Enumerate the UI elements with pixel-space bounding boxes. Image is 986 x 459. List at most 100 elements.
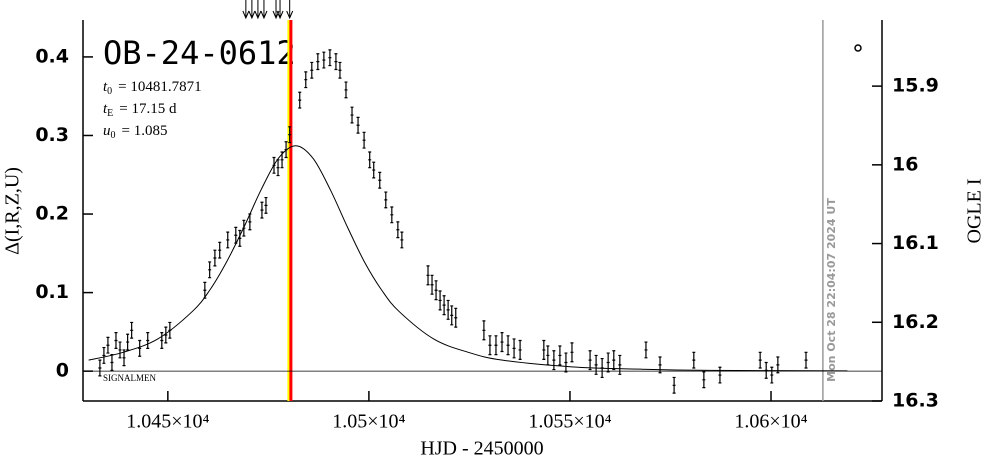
chart-title: OB-24-0612 [103, 34, 296, 72]
observation-arrow [260, 0, 268, 20]
parameter-subscript: 0 [107, 86, 112, 97]
error-bar [146, 332, 150, 349]
error-bar [310, 61, 314, 79]
error-bar [718, 366, 722, 384]
observation-arrow [286, 0, 294, 20]
error-bar [338, 61, 342, 79]
error-bar [450, 305, 454, 326]
error-bar [454, 307, 458, 328]
observation-arrow [242, 0, 250, 20]
error-bar [164, 326, 168, 344]
error-bar [658, 356, 662, 374]
error-bar [213, 249, 217, 267]
source-label: SIGNALMEN [103, 373, 156, 383]
error-bar [208, 261, 212, 279]
observation-arrow [276, 0, 284, 20]
x-tick-label: 1.055×10⁴ [528, 411, 611, 433]
error-bar [203, 281, 207, 299]
error-bar [280, 151, 284, 169]
error-bar [106, 336, 110, 354]
error-bar [396, 221, 400, 239]
error-bar [552, 350, 556, 371]
error-bar [344, 81, 348, 99]
y-tick-label: 0.2 [35, 203, 69, 225]
error-bar [488, 335, 492, 356]
y-tick-label: 0.1 [35, 281, 69, 303]
parameter-text: = 17.15 d [119, 101, 177, 117]
error-bar [122, 349, 126, 367]
error-bar [160, 332, 164, 349]
error-bar [672, 376, 676, 394]
error-bar [594, 354, 598, 375]
error-bar [570, 342, 574, 363]
error-bar [542, 339, 546, 360]
y2-tick-label: 16.2 [892, 311, 939, 333]
error-bar [612, 350, 616, 371]
model-curve [88, 145, 848, 372]
error-bar [702, 371, 706, 389]
error-bar [304, 71, 308, 89]
error-bar [118, 341, 122, 359]
parameter-text: = 1.085 [122, 123, 168, 139]
error-bar [482, 320, 486, 341]
y2-axis-label: OGLE I [964, 179, 986, 244]
error-bar [362, 131, 366, 149]
error-bar [238, 229, 242, 247]
error-bar [558, 345, 562, 366]
error-bar [218, 241, 222, 259]
error-bar [276, 159, 280, 177]
x-tick-label: 1.045×10⁴ [126, 411, 209, 433]
error-bar [506, 335, 510, 356]
y-tick-label: 0.3 [35, 124, 69, 146]
parameter-subscript: E [107, 108, 113, 119]
error-bar [378, 171, 382, 189]
error-bar [500, 332, 504, 353]
error-bar [430, 274, 434, 295]
error-bar [350, 106, 354, 124]
error-bar [588, 350, 592, 371]
error-bar [168, 321, 172, 339]
error-bar [758, 351, 762, 369]
observation-arrow [248, 0, 256, 20]
error-bar [368, 151, 372, 169]
error-bar [442, 295, 446, 316]
y-axis-label: Δ(I,R,Z,U) [2, 167, 24, 255]
error-bar [618, 354, 622, 375]
error-bar [434, 280, 438, 301]
y2-tick-label: 15.9 [892, 75, 939, 97]
error-bar [126, 333, 130, 351]
error-bar [322, 51, 326, 69]
error-bar [114, 332, 118, 349]
error-bar [242, 219, 246, 237]
observation-arrow [254, 0, 262, 20]
x-tick-label: 1.06×10⁴ [734, 411, 807, 433]
observation-arrow [272, 0, 280, 20]
y-tick-label: 0.4 [35, 45, 69, 67]
error-bar [234, 226, 238, 244]
error-bar [316, 53, 320, 71]
parameter-subscript: 0 [111, 130, 116, 141]
error-bar [518, 339, 522, 360]
error-bar [606, 352, 610, 373]
error-bar [98, 359, 102, 377]
error-bar [102, 346, 106, 364]
error-bar [546, 345, 550, 366]
y-tick-label: 0 [56, 360, 69, 382]
error-bar [138, 339, 142, 357]
error-bar [328, 49, 332, 67]
error-bar [272, 156, 276, 174]
error-bar [260, 201, 264, 219]
error-bar [776, 356, 780, 374]
error-bar [226, 231, 230, 249]
parameter-symbol: t [103, 101, 108, 117]
error-bar [284, 141, 288, 159]
error-bar [400, 231, 404, 249]
y2-tick-label: 16.3 [892, 390, 939, 412]
error-bar [692, 351, 696, 369]
error-bar [644, 341, 648, 359]
error-bar [390, 206, 394, 224]
corner-symbol [854, 44, 862, 52]
error-bar [298, 91, 302, 109]
parameter-text: = 10481.7871 [118, 79, 201, 95]
